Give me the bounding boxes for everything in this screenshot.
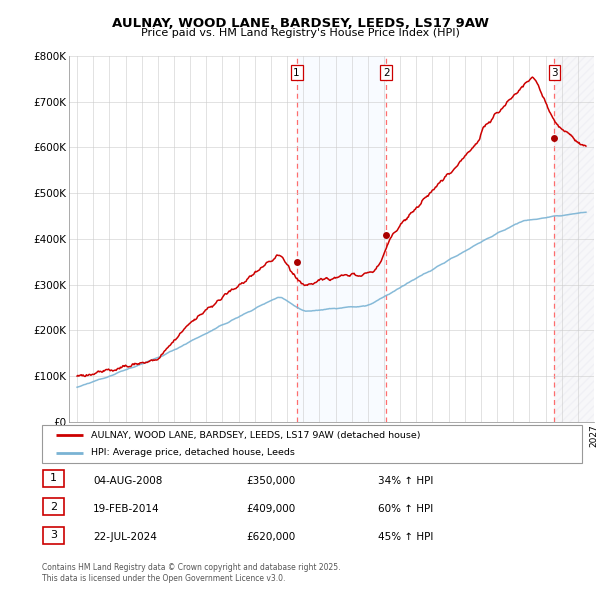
Text: AULNAY, WOOD LANE, BARDSEY, LEEDS, LS17 9AW: AULNAY, WOOD LANE, BARDSEY, LEEDS, LS17 …	[112, 17, 488, 30]
Text: Price paid vs. HM Land Registry's House Price Index (HPI): Price paid vs. HM Land Registry's House …	[140, 28, 460, 38]
Text: 45% ↑ HPI: 45% ↑ HPI	[378, 533, 433, 542]
Text: 22-JUL-2024: 22-JUL-2024	[93, 533, 157, 542]
Text: 04-AUG-2008: 04-AUG-2008	[93, 476, 163, 486]
Text: 60% ↑ HPI: 60% ↑ HPI	[378, 504, 433, 514]
Text: £620,000: £620,000	[246, 533, 295, 542]
Bar	[554, 56, 594, 422]
Bar	[296, 56, 386, 422]
Text: 34% ↑ HPI: 34% ↑ HPI	[378, 476, 433, 486]
Text: HPI: Average price, detached house, Leeds: HPI: Average price, detached house, Leed…	[91, 448, 295, 457]
FancyBboxPatch shape	[43, 527, 64, 543]
Text: AULNAY, WOOD LANE, BARDSEY, LEEDS, LS17 9AW (detached house): AULNAY, WOOD LANE, BARDSEY, LEEDS, LS17 …	[91, 431, 420, 440]
FancyBboxPatch shape	[43, 499, 64, 515]
Text: 1: 1	[293, 67, 300, 77]
FancyBboxPatch shape	[42, 425, 582, 463]
Text: 19-FEB-2014: 19-FEB-2014	[93, 504, 160, 514]
FancyBboxPatch shape	[43, 470, 64, 487]
Text: 3: 3	[551, 67, 558, 77]
Text: £409,000: £409,000	[246, 504, 295, 514]
Text: 1: 1	[50, 474, 57, 483]
Text: 3: 3	[50, 530, 57, 540]
Text: £350,000: £350,000	[246, 476, 295, 486]
Text: 2: 2	[50, 502, 57, 512]
Text: 2: 2	[383, 67, 389, 77]
Text: Contains HM Land Registry data © Crown copyright and database right 2025.
This d: Contains HM Land Registry data © Crown c…	[42, 563, 341, 583]
